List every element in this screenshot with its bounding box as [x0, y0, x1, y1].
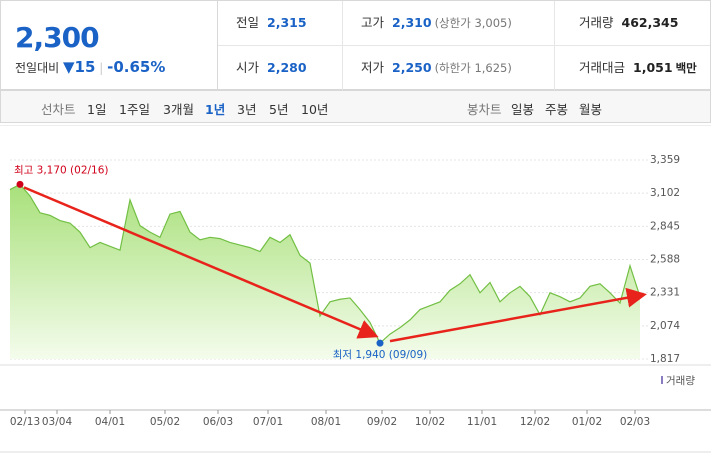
stat: 고가 2,310 (상한가 3,005) — [343, 1, 555, 45]
stat: 거래량 462,345 — [555, 1, 710, 45]
period[interactable]: 5년 — [269, 102, 289, 117]
period[interactable]: 3개월 — [163, 102, 194, 117]
extreme-point — [376, 339, 384, 347]
x-tick-label: 03/04 — [42, 416, 73, 428]
x-tick-label: 02/03 — [620, 416, 650, 428]
stat-label: 저가 — [361, 60, 385, 75]
stats-row: 시가 2,280 저가 2,250 (하한가 1,625) 거래대금 1,051 백만 — [218, 45, 710, 90]
change: 전일대비 ▼15 | -0.65% — [15, 58, 166, 76]
x-tick-label: 02/13 — [10, 416, 40, 428]
y-tick-label: 2,845 — [650, 220, 680, 232]
candle-type[interactable]: 주봉 — [545, 102, 569, 117]
quote-header: 2,300 전일대비 ▼15 | -0.65% 전일 2,315 고가 2,310 (상… — [0, 0, 711, 90]
toolbar: 선차트 1일 1주일 3개월 1년 3년 5년 10년 봉차트 일봉 주봉 월봉 — [0, 90, 711, 123]
volume-legend: 거래량 — [666, 375, 695, 387]
stat-note: (상한가 3,005) — [434, 16, 512, 30]
change-value: 15 — [74, 58, 96, 76]
stats-row: 전일 2,315 고가 2,310 (상한가 3,005) 거래량 462,345 — [218, 1, 710, 45]
x-tick-label: 04/01 — [95, 416, 125, 428]
stat-label: 고가 — [361, 15, 385, 30]
stat-label: 거래대금 — [579, 60, 626, 75]
change-arrow: ▼ — [63, 58, 75, 76]
y-tick-label: 2,588 — [650, 254, 680, 266]
y-tick-label: 3,359 — [650, 154, 680, 166]
x-tick-label: 09/02 — [367, 416, 397, 428]
x-tick-label: 12/02 — [520, 416, 550, 428]
y-tick-label: 2,331 — [650, 287, 680, 299]
x-tick-label: 07/01 — [253, 416, 283, 428]
x-tick-label: 05/02 — [150, 416, 180, 428]
candle-type[interactable]: 월봉 — [579, 102, 603, 117]
stat: 거래대금 1,051 백만 — [555, 46, 710, 90]
price-line — [9, 183, 641, 345]
stat: 전일 2,315 — [218, 1, 343, 45]
period[interactable]: 1일 — [87, 102, 107, 117]
stat: 저가 2,250 (하한가 1,625) — [343, 46, 555, 90]
x-tick-label: 06/03 — [203, 416, 233, 428]
x-tick-label: 11/01 — [467, 416, 497, 428]
candle-type[interactable]: 일봉 — [511, 102, 535, 117]
stat-label: 시가 — [236, 60, 260, 75]
stat-value: 2,280 — [267, 60, 307, 75]
stat-value: 1,051 — [633, 60, 673, 75]
stat-note: (하한가 1,625) — [434, 61, 512, 75]
trend-arrow — [389, 287, 647, 343]
x-tick-label: 08/01 — [311, 416, 341, 428]
price: 2,300 — [15, 21, 100, 54]
stat-value: 2,310 — [392, 15, 432, 30]
trend-arrow — [23, 186, 379, 339]
x-tick-label: 10/02 — [415, 416, 445, 428]
period[interactable]: 1년 — [205, 102, 226, 117]
line-chart-label: 선차트 — [41, 102, 76, 117]
period[interactable]: 3년 — [237, 102, 257, 117]
y-tick-label: 1,817 — [650, 353, 680, 365]
x-tick-label: 01/02 — [572, 416, 602, 428]
stat-value: 462,345 — [621, 15, 679, 30]
stat: 시가 2,280 — [218, 46, 343, 90]
area — [10, 184, 640, 359]
stat-label: 거래량 — [579, 15, 614, 30]
annotation: 최고 3,170 (02/16) — [14, 164, 109, 176]
period[interactable]: 1주일 — [119, 102, 150, 117]
change-rate: -0.65% — [107, 58, 166, 76]
chart: 1,817 2,074 2,331 2,588 2,845 3,102 3,359 최고 3,… — [0, 125, 711, 453]
stat-value: 2,315 — [267, 15, 307, 30]
stat-note: 백만 — [675, 61, 697, 75]
stat-label: 전일 — [236, 15, 260, 30]
extreme-point — [16, 180, 24, 188]
candle-label: 봉차트 — [467, 102, 502, 117]
price-box: 2,300 전일대비 ▼15 | -0.65% — [1, 1, 218, 89]
volume-legend-key — [661, 376, 663, 384]
change-label: 전일대비 — [15, 61, 60, 75]
y-tick-label: 3,102 — [650, 187, 680, 199]
period[interactable]: 10년 — [301, 102, 329, 117]
y-tick-label: 2,074 — [650, 320, 680, 332]
stat-value: 2,250 — [392, 60, 432, 75]
annotation: 최저 1,940 (09/09) — [333, 349, 428, 361]
